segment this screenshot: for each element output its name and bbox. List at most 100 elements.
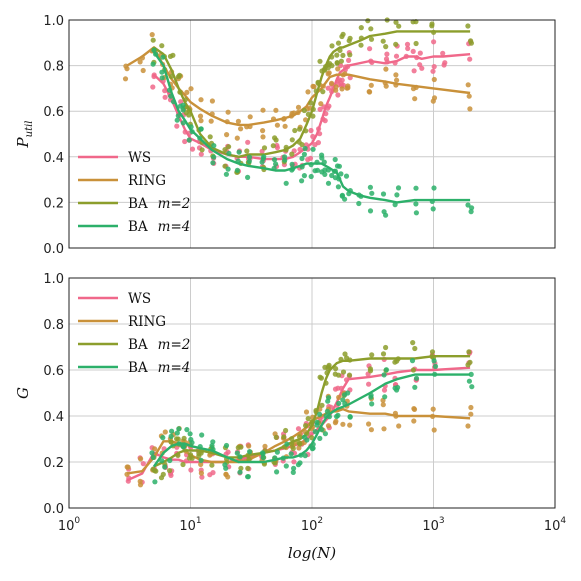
top-point (124, 66, 130, 72)
top-point (442, 60, 448, 66)
bottom-point (291, 459, 297, 465)
bottom-point (137, 478, 143, 484)
bottom-point (317, 411, 323, 417)
bottom-point (466, 349, 472, 355)
bottom-point (160, 435, 166, 441)
top-point (469, 205, 475, 211)
bottom-point (209, 462, 215, 468)
bottom-point (366, 381, 372, 387)
bottom-point (180, 443, 186, 449)
bottom-ytick-label: 0.0 (43, 502, 64, 517)
bottom-point (346, 372, 353, 378)
bottom-xtick-label: 100 (58, 516, 81, 534)
bottom-point (466, 378, 472, 384)
bottom-point (392, 359, 398, 365)
top-point (186, 112, 192, 118)
top-point (410, 48, 416, 55)
bottom-point (303, 423, 309, 429)
bottom-point (465, 362, 471, 368)
top-point (411, 68, 417, 74)
top-point (317, 58, 323, 64)
top-point (260, 156, 266, 162)
top-point (358, 25, 364, 31)
top-point (384, 51, 390, 57)
top-point (380, 191, 387, 197)
bottom-xlabel: log(N) (288, 544, 336, 562)
top-point (383, 56, 390, 62)
top-point (186, 137, 192, 143)
bottom-point (431, 427, 437, 433)
bottom-point (395, 384, 401, 391)
top-point (150, 37, 156, 43)
bottom-point (223, 465, 229, 471)
top-point (246, 158, 252, 164)
top-legend-label: WS (128, 150, 151, 166)
top-point (167, 53, 174, 60)
top-point (334, 60, 340, 66)
top-point (322, 167, 328, 173)
top-point (273, 137, 279, 143)
bottom-point (162, 464, 168, 470)
bottom-point (225, 449, 231, 455)
bottom-point (302, 453, 308, 459)
bottom-point (369, 401, 375, 407)
bottom-point (274, 469, 280, 475)
top-point (244, 148, 250, 154)
bottom-xtick-label: 102 (301, 516, 323, 534)
bottom-point (432, 363, 439, 369)
bottom-point (295, 462, 301, 468)
bottom-point (174, 436, 180, 442)
bottom-point (465, 423, 471, 429)
bottom-point (342, 351, 348, 357)
bottom-point (138, 456, 144, 462)
bottom-point (409, 358, 416, 364)
bottom-xtick-label: 101 (179, 516, 201, 534)
bottom-point (381, 372, 387, 378)
bottom-point (345, 390, 351, 396)
bottom-point (237, 454, 243, 460)
top-point (225, 166, 231, 172)
top-point (394, 77, 400, 83)
top-point (417, 50, 423, 56)
bottom-point (319, 402, 325, 408)
top-point (318, 101, 324, 107)
bottom-point (223, 471, 229, 477)
top-point (159, 69, 165, 75)
top-point (467, 56, 473, 62)
bottom-point (325, 398, 331, 404)
top-point (198, 126, 204, 132)
top-point (368, 82, 374, 88)
top-point (335, 66, 341, 72)
top-point (270, 143, 276, 149)
top-ytick-label: 0.2 (43, 196, 64, 211)
bottom-legend-label: RING (128, 314, 166, 330)
top-point (299, 178, 305, 184)
top-point (137, 59, 143, 65)
bottom-point (260, 454, 266, 461)
top-panel: 0.0 0.2 0.4 0.6 0.8 1.0 WS RING BA m=2 BA m=4 Putil (14, 14, 556, 257)
bottom-point (176, 426, 182, 432)
bottom-point (325, 423, 332, 429)
bottom-point (324, 408, 330, 414)
top-point (236, 149, 242, 155)
bottom-point (189, 455, 195, 461)
top-point (325, 85, 331, 91)
top-point (335, 184, 341, 190)
top-point (261, 145, 268, 151)
top-ytick-label: 0.4 (43, 151, 64, 166)
top-point (413, 40, 419, 47)
bottom-point (237, 469, 243, 475)
bottom-point (283, 463, 289, 469)
bottom-point (238, 465, 244, 471)
top-axes-frame (68, 19, 556, 249)
bottom-ytick-label: 0.2 (43, 456, 64, 471)
top-point (310, 83, 316, 89)
top-point (368, 36, 375, 42)
top-point (159, 75, 165, 81)
top-point (367, 184, 373, 190)
bottom-series-line (152, 373, 471, 468)
top-point (307, 155, 314, 161)
top-point (198, 97, 204, 103)
top-point (329, 63, 335, 69)
top-point (431, 64, 437, 70)
